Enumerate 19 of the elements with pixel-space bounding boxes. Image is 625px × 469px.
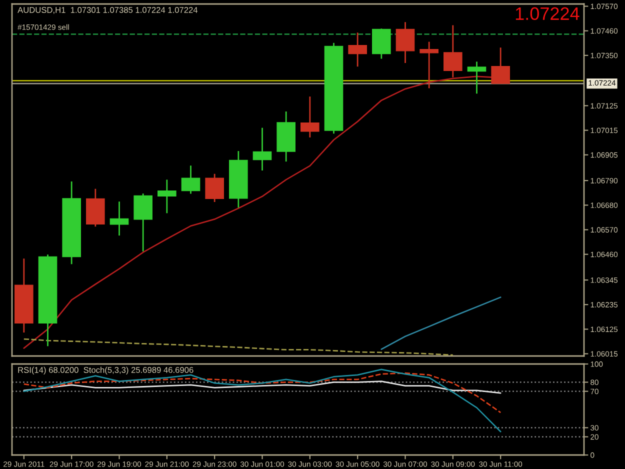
line-series xyxy=(23,380,502,394)
annotation: 1.07224 xyxy=(516,7,580,20)
candlestick xyxy=(205,173,224,203)
candlestick xyxy=(444,24,462,78)
chart-title: RSI(14) 68.0200 Stoch(5,3,3) 25.6989 46.6906 xyxy=(18,366,194,375)
line-series xyxy=(380,296,502,350)
candlestick xyxy=(467,60,486,94)
line-series xyxy=(23,338,454,356)
candlestick xyxy=(396,21,415,64)
candlestick xyxy=(158,178,176,214)
candlestick xyxy=(181,164,200,194)
candlestick xyxy=(134,192,152,252)
candlestick xyxy=(348,32,367,68)
chart-title: AUDUSD,H1 1.07301 1.07385 1.07224 1.07224 xyxy=(18,7,198,14)
candlestick xyxy=(300,96,320,138)
candlestick xyxy=(110,200,129,236)
candlestick xyxy=(252,127,272,172)
candlestick xyxy=(420,41,438,89)
candlestick xyxy=(491,46,510,84)
